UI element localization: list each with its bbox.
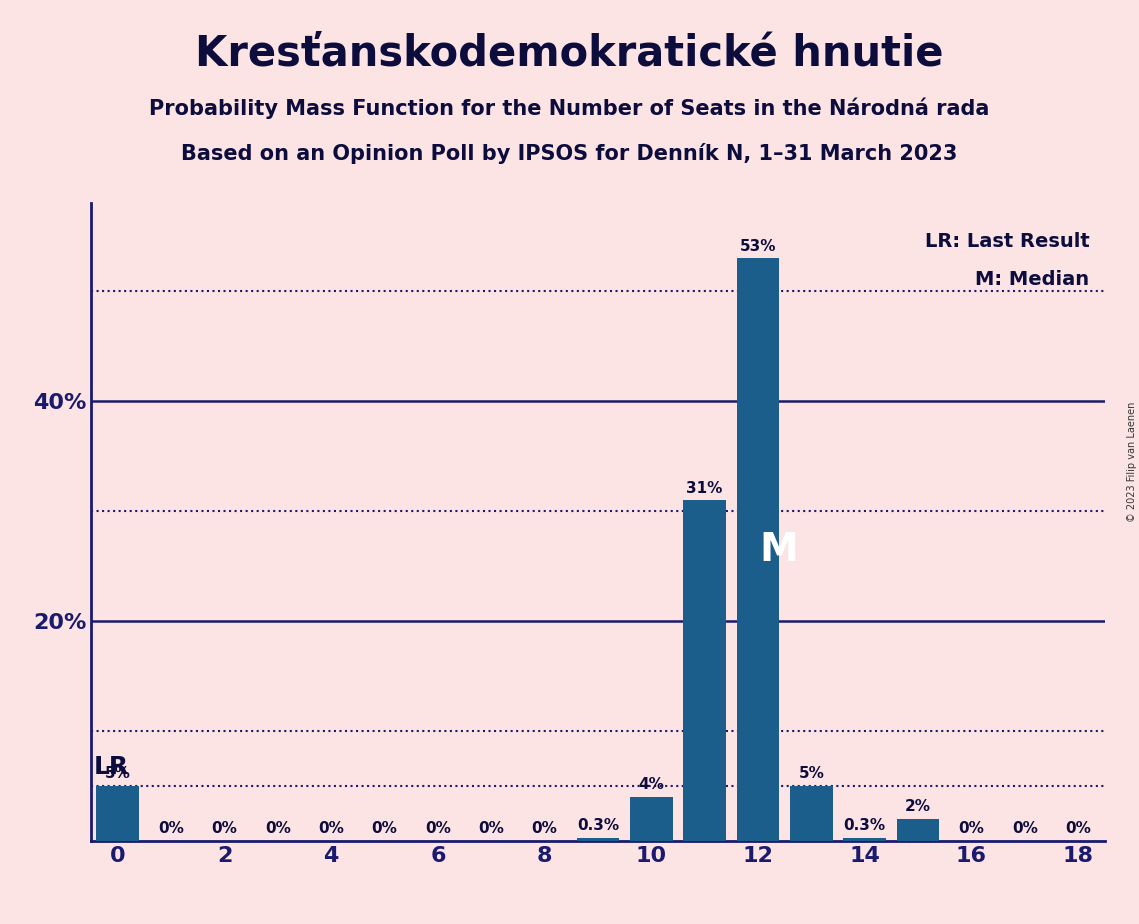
- Text: LR: LR: [93, 755, 129, 779]
- Text: M: M: [759, 530, 797, 568]
- Text: Probability Mass Function for the Number of Seats in the Národná rada: Probability Mass Function for the Number…: [149, 97, 990, 118]
- Bar: [576, 837, 620, 841]
- Text: 4%: 4%: [638, 777, 664, 793]
- Bar: [683, 500, 726, 841]
- Text: 0.3%: 0.3%: [577, 818, 618, 833]
- Text: LR: Last Result: LR: Last Result: [925, 232, 1090, 251]
- Text: 53%: 53%: [740, 238, 777, 254]
- Text: 0%: 0%: [158, 821, 185, 836]
- Text: 0%: 0%: [212, 821, 237, 836]
- Text: 0%: 0%: [959, 821, 984, 836]
- Bar: [737, 258, 779, 841]
- Text: 0%: 0%: [1065, 821, 1091, 836]
- Text: 5%: 5%: [105, 767, 131, 782]
- Bar: [97, 786, 139, 841]
- Text: © 2023 Filip van Laenen: © 2023 Filip van Laenen: [1126, 402, 1137, 522]
- Text: Kresťanskodemokratické hnutie: Kresťanskodemokratické hnutie: [195, 32, 944, 74]
- Bar: [843, 837, 886, 841]
- Text: M: Median: M: Median: [975, 270, 1090, 289]
- Text: 0%: 0%: [532, 821, 558, 836]
- Text: 0%: 0%: [478, 821, 505, 836]
- Text: 31%: 31%: [687, 480, 723, 495]
- Text: 0%: 0%: [425, 821, 451, 836]
- Text: 2%: 2%: [906, 799, 931, 814]
- Text: 0%: 0%: [371, 821, 398, 836]
- Text: 0%: 0%: [265, 821, 290, 836]
- Text: 5%: 5%: [798, 767, 825, 782]
- Bar: [630, 796, 673, 841]
- Bar: [896, 819, 940, 841]
- Text: 0%: 0%: [1011, 821, 1038, 836]
- Text: 0%: 0%: [318, 821, 344, 836]
- Bar: [790, 786, 833, 841]
- Text: 0.3%: 0.3%: [844, 818, 886, 833]
- Text: Based on an Opinion Poll by IPSOS for Denník N, 1–31 March 2023: Based on an Opinion Poll by IPSOS for De…: [181, 143, 958, 164]
